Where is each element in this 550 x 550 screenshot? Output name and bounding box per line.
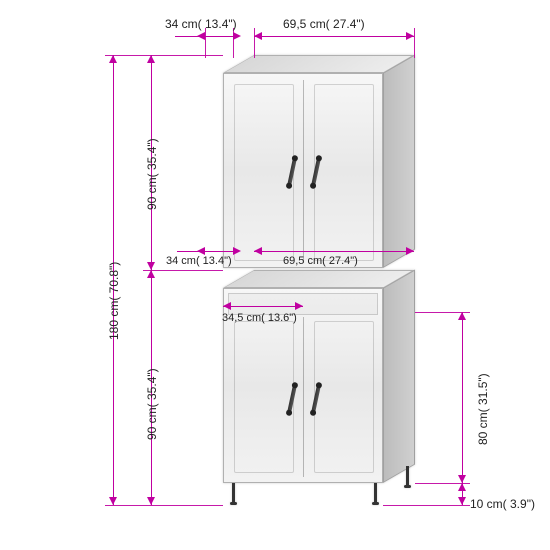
arrow-depth-top-l: [197, 32, 205, 40]
ext-top-depth-a: [205, 28, 206, 58]
arrow-total-down: [109, 497, 117, 505]
upper-left-door-inset: [234, 84, 294, 261]
arrow-depth-top-r: [233, 32, 241, 40]
arrow-width-top-l: [254, 32, 262, 40]
arrow-depth-mid-l: [197, 247, 205, 255]
dim-door-height: [462, 312, 463, 483]
dim-depth-mid: [177, 251, 233, 252]
label-total-height: 180 cm( 70.8"): [108, 262, 121, 340]
leg-front-right: [374, 483, 377, 503]
arrow-lower-down: [147, 497, 155, 505]
ext-right-leg-bot: [383, 505, 470, 506]
arrow-half-r: [295, 302, 303, 310]
arrow-half-l: [223, 302, 231, 310]
dim-half-width: [223, 306, 303, 307]
arrow-upper-up: [147, 55, 155, 63]
arrow-leg-down: [458, 497, 466, 505]
arrow-width-mid-r: [406, 247, 414, 255]
upper-front-face: [223, 73, 383, 268]
ext-top-width-b: [414, 28, 415, 58]
label-leg-height: 10 cm( 3.9"): [470, 498, 535, 511]
lower-door-split: [303, 317, 304, 477]
dim-width-top: [254, 36, 414, 37]
label-door-height: 80 cm( 31.5"): [477, 373, 490, 445]
arrow-depth-mid-r: [233, 247, 241, 255]
label-width-top: 69,5 cm( 27.4"): [283, 18, 365, 31]
ext-mid-left: [143, 270, 223, 271]
label-depth-mid: 34 cm( 13.4"): [166, 255, 232, 267]
leg-front-left: [232, 483, 235, 503]
label-depth-top: 34 cm( 13.4"): [165, 18, 237, 31]
arrow-door-up: [458, 312, 466, 320]
label-width-mid: 69,5 cm( 27.4"): [283, 255, 358, 267]
lower-left-door-inset: [234, 321, 294, 473]
upper-right-door-inset: [314, 84, 374, 261]
arrow-lower-up: [147, 270, 155, 278]
arrow-total-up: [109, 55, 117, 63]
ext-bot-upper-left: [105, 505, 223, 506]
lower-side-face: [383, 270, 415, 483]
upper-side-face: [383, 55, 415, 268]
arrow-width-top-r: [406, 32, 414, 40]
diagram-stage: 180 cm( 70.8") 90 cm( 35.4") 90 cm( 35.4…: [0, 0, 550, 550]
leg-back-right: [406, 466, 409, 486]
dim-width-mid: [254, 251, 414, 252]
arrow-upper-down: [147, 262, 155, 270]
label-upper-height: 90 cm( 35.4"): [146, 138, 159, 210]
label-lower-height: 90 cm( 35.4"): [146, 368, 159, 440]
arrow-door-down: [458, 475, 466, 483]
lower-right-door-inset: [314, 321, 374, 473]
arrow-leg-up: [458, 483, 466, 491]
arrow-width-mid-l: [254, 247, 262, 255]
label-half-width: 34,5 cm( 13.6"): [222, 312, 297, 324]
upper-door-split: [303, 80, 304, 263]
